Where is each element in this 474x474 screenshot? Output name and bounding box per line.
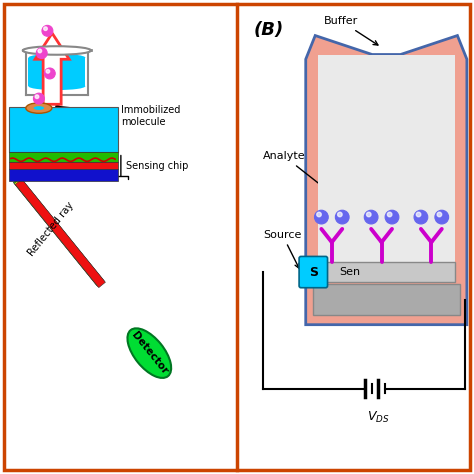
Bar bbox=[318, 55, 455, 282]
Circle shape bbox=[46, 70, 50, 73]
Circle shape bbox=[435, 210, 449, 224]
Text: Detector: Detector bbox=[129, 330, 169, 376]
Circle shape bbox=[366, 212, 371, 217]
Text: S: S bbox=[309, 265, 318, 279]
Polygon shape bbox=[14, 178, 104, 287]
Circle shape bbox=[38, 49, 42, 53]
Bar bbox=[318, 262, 455, 282]
Bar bbox=[9, 152, 118, 162]
Bar bbox=[9, 162, 118, 169]
Ellipse shape bbox=[28, 82, 85, 90]
Text: (B): (B) bbox=[254, 21, 284, 39]
Bar bbox=[9, 169, 118, 181]
Circle shape bbox=[387, 212, 392, 217]
FancyBboxPatch shape bbox=[299, 256, 328, 288]
Circle shape bbox=[42, 25, 53, 36]
Bar bbox=[9, 107, 118, 152]
Text: Analyte: Analyte bbox=[263, 151, 352, 210]
Circle shape bbox=[315, 210, 328, 224]
Text: Reflected ray: Reflected ray bbox=[26, 201, 75, 258]
Bar bbox=[313, 284, 460, 315]
Circle shape bbox=[36, 47, 47, 59]
Text: Immobilized
molecule: Immobilized molecule bbox=[56, 105, 180, 127]
Circle shape bbox=[416, 212, 421, 217]
Circle shape bbox=[33, 93, 45, 104]
Bar bbox=[28, 57, 85, 86]
Ellipse shape bbox=[28, 54, 85, 61]
Polygon shape bbox=[13, 177, 103, 286]
Ellipse shape bbox=[34, 106, 44, 110]
Circle shape bbox=[317, 212, 321, 217]
Circle shape bbox=[385, 210, 399, 224]
Ellipse shape bbox=[26, 103, 52, 113]
Circle shape bbox=[337, 212, 342, 217]
Circle shape bbox=[45, 68, 55, 79]
FancyArrow shape bbox=[35, 33, 69, 104]
Ellipse shape bbox=[23, 46, 91, 55]
Text: Sen: Sen bbox=[339, 267, 360, 277]
Text: $V_{DS}$: $V_{DS}$ bbox=[367, 410, 389, 425]
Text: Source: Source bbox=[263, 229, 301, 268]
Circle shape bbox=[414, 210, 428, 224]
Polygon shape bbox=[306, 36, 467, 325]
Circle shape bbox=[437, 212, 442, 217]
Circle shape bbox=[44, 27, 47, 30]
Polygon shape bbox=[15, 179, 105, 288]
Text: Buffer: Buffer bbox=[324, 16, 378, 45]
Ellipse shape bbox=[128, 328, 171, 378]
Text: Sensing chip: Sensing chip bbox=[126, 161, 188, 171]
Circle shape bbox=[35, 95, 39, 99]
Circle shape bbox=[336, 210, 349, 224]
Circle shape bbox=[365, 210, 378, 224]
